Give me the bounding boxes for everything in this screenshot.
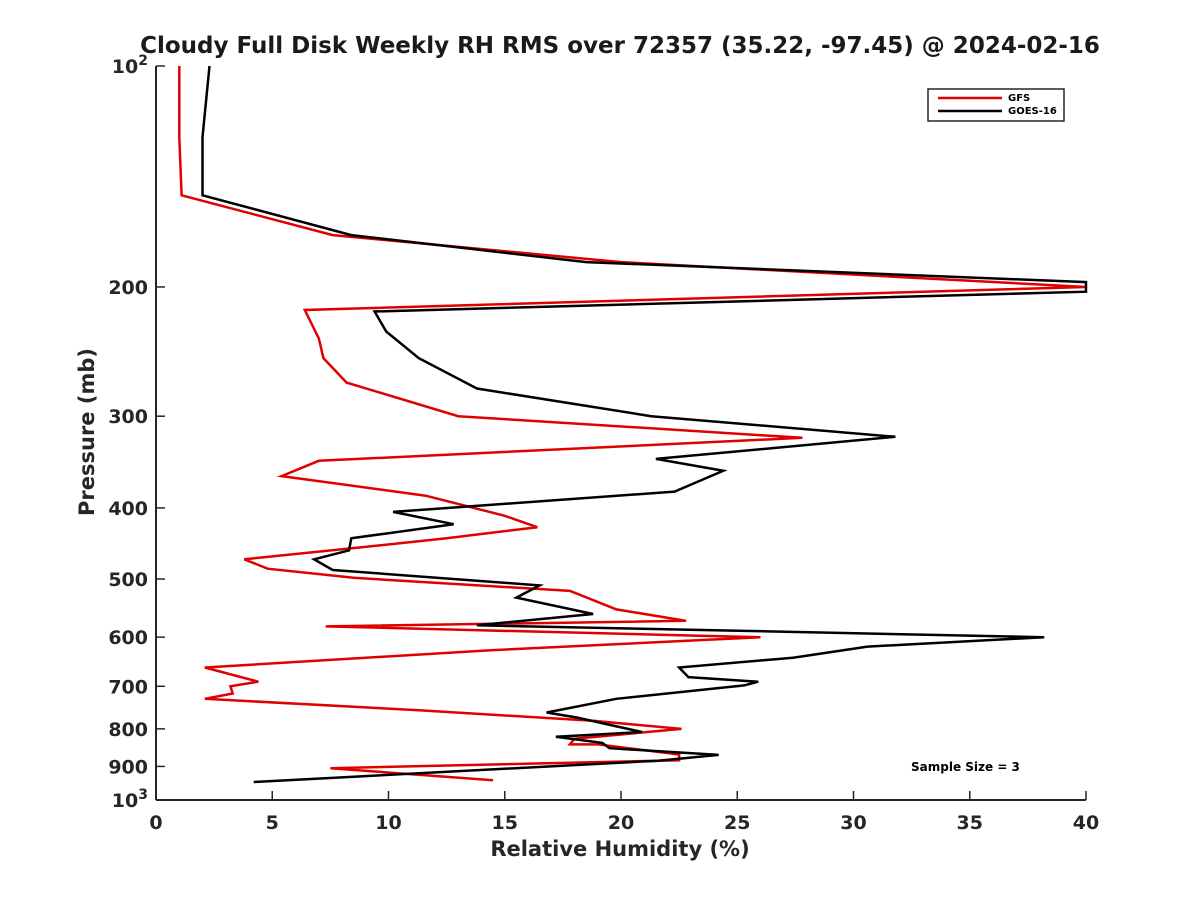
x-tick-label: 15 bbox=[492, 812, 518, 834]
x-tick-label: 0 bbox=[149, 812, 162, 834]
y-tick-label: 600 bbox=[108, 627, 148, 649]
series-line-goes16 bbox=[201, 65, 1088, 784]
y-axis-label: Pressure (mb) bbox=[75, 348, 99, 516]
sample-size-annotation: Sample Size = 3 bbox=[911, 760, 1020, 774]
x-axis-label: Relative Humidity (%) bbox=[490, 837, 749, 861]
plot-axes bbox=[155, 66, 1086, 801]
y-tick-label: 300 bbox=[108, 406, 148, 428]
y-tick-label: 700 bbox=[108, 676, 148, 698]
y-tick-label: 103 bbox=[112, 787, 148, 812]
x-tick-labels: 0 5 10 15 20 25 30 35 40 bbox=[149, 791, 1099, 834]
y-tick-label: 400 bbox=[108, 498, 148, 520]
series-layer bbox=[178, 65, 1088, 784]
legend-label-goes16: GOES-16 bbox=[1008, 106, 1057, 117]
x-tick-label: 40 bbox=[1073, 812, 1099, 834]
x-tick-label: 35 bbox=[957, 812, 983, 834]
y-tick-label: 500 bbox=[108, 569, 148, 591]
y-tick-label: 102 bbox=[112, 53, 148, 78]
x-tick-label: 20 bbox=[608, 812, 634, 834]
x-tick-label: 25 bbox=[724, 812, 750, 834]
x-tick-label: 30 bbox=[840, 812, 866, 834]
x-tick-label: 5 bbox=[266, 812, 279, 834]
y-tick-label: 800 bbox=[108, 719, 148, 741]
legend-box bbox=[927, 88, 1065, 122]
chart-title: Cloudy Full Disk Weekly RH RMS over 7235… bbox=[140, 33, 1100, 59]
series-line-gfs bbox=[178, 66, 1087, 782]
x-tick-label: 10 bbox=[375, 812, 401, 834]
y-tick-label: 900 bbox=[108, 756, 148, 778]
legend-label-gfs: GFS bbox=[1008, 93, 1030, 104]
y-tick-labels: 102 200 300 400 500 600 700 800 900 103 bbox=[108, 53, 165, 812]
y-tick-label: 200 bbox=[108, 277, 148, 299]
legend: GFS GOES-16 bbox=[927, 88, 1065, 122]
